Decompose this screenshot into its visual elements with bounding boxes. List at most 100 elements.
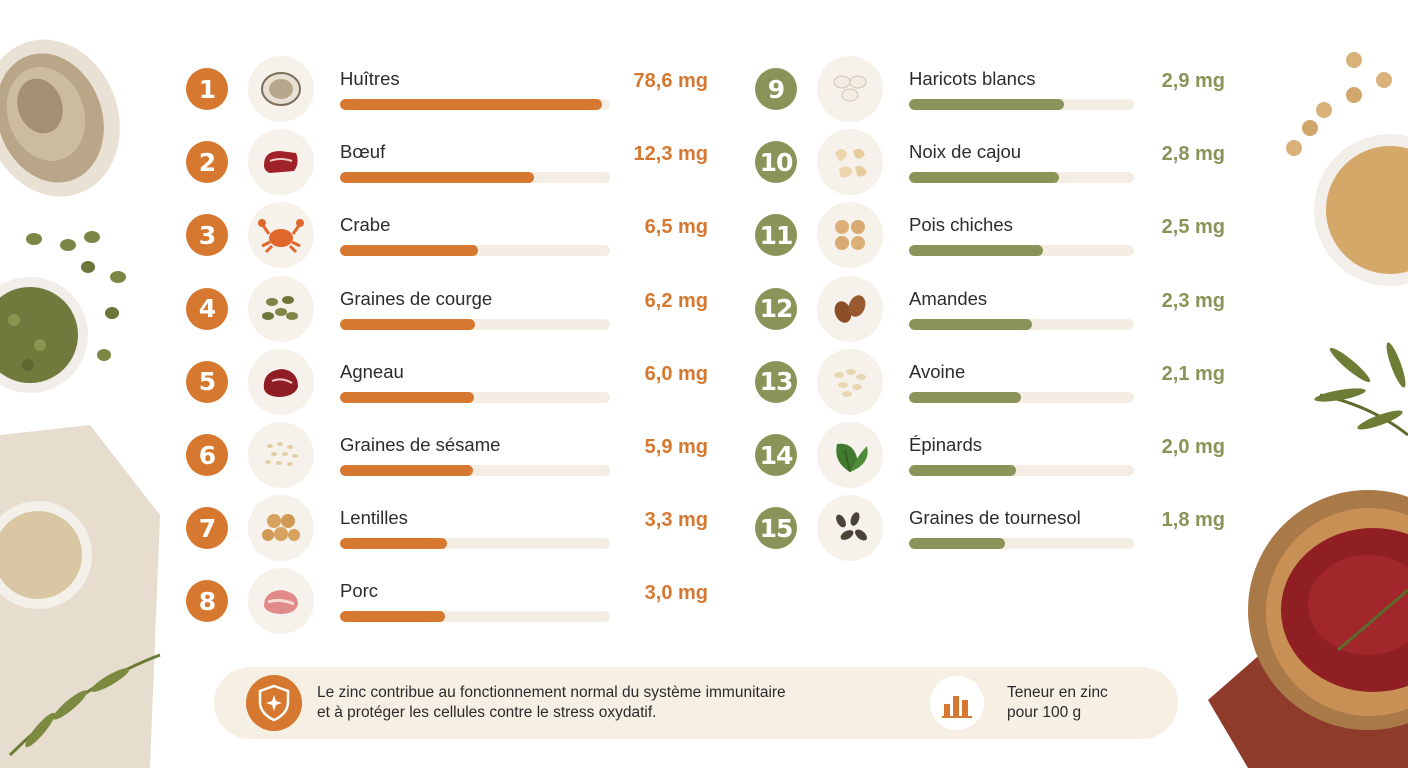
bar <box>340 318 476 330</box>
data-label: 2,8 mg <box>1161 143 1225 166</box>
chart-row: 4 Graines de courge 6,2 mg <box>186 274 708 344</box>
rank-badge: 1 <box>186 68 228 110</box>
oyster-decoration <box>0 39 120 197</box>
chart-row: 10 Noix de cajou 2,8 mg <box>755 127 1225 197</box>
bar <box>909 172 1059 184</box>
bar-track <box>909 172 1134 184</box>
chart-row: 2 Bœuf 12,3 mg <box>186 127 708 197</box>
data-label: 3,3 mg <box>644 509 708 532</box>
data-label: 78,6 mg <box>633 70 708 92</box>
rank-badge: 6 <box>186 434 228 476</box>
beef-bowl-decoration <box>1208 490 1408 768</box>
sunflower-seeds-icon <box>817 495 883 562</box>
data-label: 2,9 mg <box>1161 70 1225 92</box>
chart-row: 3 Crabe 6,5 mg <box>186 200 708 270</box>
bar-track <box>909 538 1134 550</box>
food-name: Agneau <box>340 360 404 382</box>
chart-row: 8 Porc 3,0 mg <box>186 566 708 636</box>
data-label: 12,3 mg <box>633 143 708 166</box>
linen-sesame-decoration <box>0 425 161 768</box>
food-name: Amandes <box>909 287 988 309</box>
legend-line-1: Teneur en zinc <box>1007 684 1108 701</box>
chart-row: 5 Agneau 6,0 mg <box>186 347 708 417</box>
bar <box>340 391 474 403</box>
bar-chart-icon <box>930 676 984 730</box>
rank-badge: 10 <box>755 141 797 184</box>
bar <box>340 245 479 257</box>
bar <box>909 538 1006 550</box>
rank-badge: 13 <box>755 360 797 403</box>
white-beans-icon <box>817 56 883 122</box>
bar-track <box>340 465 610 476</box>
rank-badge: 7 <box>186 507 228 550</box>
food-name: Crabe <box>340 214 391 236</box>
chart-row: 7 Lentilles 3,3 mg <box>186 493 708 563</box>
food-name: Noix de cajou <box>909 141 1022 163</box>
chickpea-bowl-decoration <box>1286 52 1408 286</box>
food-name: Épinards <box>909 434 983 455</box>
data-label: 6,0 mg <box>644 362 708 385</box>
bar <box>909 391 1022 403</box>
food-name: Huîtres <box>340 68 400 89</box>
chart-row: 15 Graines de tournesol 1,8 mg <box>755 493 1225 563</box>
food-name: Graines de sésame <box>340 434 501 455</box>
bar-track <box>340 611 610 623</box>
oats-icon <box>817 348 883 415</box>
rank-badge: 4 <box>186 287 228 330</box>
olive-branch-decoration <box>1314 342 1408 437</box>
rank-badge: 2 <box>186 141 228 184</box>
chart-row: 12 Amandes 2,3 mg <box>755 274 1225 344</box>
bar <box>909 465 1017 476</box>
food-name: Lentilles <box>340 507 408 529</box>
data-label: 3,0 mg <box>644 582 708 605</box>
spinach-icon <box>817 422 883 488</box>
oyster-icon <box>248 56 314 122</box>
legend-line-2: pour 100 g <box>1007 704 1082 721</box>
food-name: Graines de tournesol <box>909 507 1081 529</box>
cashew-icon <box>817 129 883 196</box>
bar-track <box>909 391 1134 403</box>
lentils-icon <box>248 495 314 562</box>
bar-track <box>340 318 610 330</box>
data-label: 5,9 mg <box>644 436 708 458</box>
rank-badge: 15 <box>755 507 797 550</box>
unit-legend-text: Teneur en zinc pour 100 g <box>1007 683 1108 723</box>
food-name: Bœuf <box>340 141 386 163</box>
bar <box>909 245 1043 257</box>
bar-track <box>909 465 1134 476</box>
chart-row: 13 Avoine 2,1 mg <box>755 347 1225 417</box>
rank-badge: 11 <box>755 214 797 257</box>
info-line-2: et à protéger les cellules contre le str… <box>317 704 657 721</box>
rank-badge: 3 <box>186 214 228 257</box>
pumpkin-seeds-icon <box>248 275 314 342</box>
rank-badge: 12 <box>755 287 797 330</box>
data-label: 2,1 mg <box>1161 362 1225 385</box>
bar-track <box>909 245 1134 257</box>
almonds-icon <box>817 275 883 342</box>
sesame-icon <box>248 422 314 488</box>
lamb-icon <box>248 348 314 415</box>
bar-track <box>909 318 1134 330</box>
info-footer: Le zinc contribue au fonctionnement norm… <box>214 667 1178 739</box>
data-label: 6,5 mg <box>644 216 708 239</box>
data-label: 1,8 mg <box>1161 509 1225 532</box>
rank-badge: 14 <box>755 434 797 476</box>
bar-track <box>340 391 610 403</box>
bar <box>340 465 473 476</box>
data-label: 6,2 mg <box>644 289 708 312</box>
bar <box>340 538 448 550</box>
rank-badge: 8 <box>186 580 228 623</box>
food-name: Porc <box>340 580 379 602</box>
bar-track <box>340 172 610 184</box>
pumpkin-seed-bowl-decoration <box>0 231 126 393</box>
bar <box>909 99 1065 110</box>
bar <box>340 99 602 110</box>
rank-badge: 5 <box>186 360 228 403</box>
data-label: 2,3 mg <box>1161 289 1225 312</box>
bar-track <box>340 538 610 550</box>
food-name: Graines de courge <box>340 287 493 309</box>
bar-track <box>909 99 1134 110</box>
crab-icon <box>248 202 314 269</box>
data-label: 2,0 mg <box>1161 436 1225 458</box>
food-name: Haricots blancs <box>909 68 1036 89</box>
